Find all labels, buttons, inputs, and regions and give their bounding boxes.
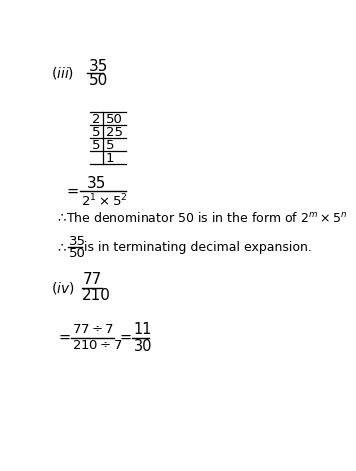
Text: 5: 5 xyxy=(92,126,100,139)
Text: $\therefore$: $\therefore$ xyxy=(55,212,68,225)
Text: 77: 77 xyxy=(83,272,103,287)
Text: 35: 35 xyxy=(87,176,106,191)
Text: 2: 2 xyxy=(92,113,100,126)
Text: 25: 25 xyxy=(106,126,123,139)
Text: =: = xyxy=(120,330,132,345)
Text: 210: 210 xyxy=(82,289,111,303)
Text: 5: 5 xyxy=(106,139,114,152)
Text: 50: 50 xyxy=(106,113,122,126)
Text: 50: 50 xyxy=(89,73,108,88)
Text: $77 \div 7$: $77 \div 7$ xyxy=(72,324,115,336)
Text: 5: 5 xyxy=(92,139,100,152)
Text: =: = xyxy=(66,184,78,199)
Text: is in terminating decimal expansion.: is in terminating decimal expansion. xyxy=(84,241,312,254)
Text: $\mathit{(iv)}$: $\mathit{(iv)}$ xyxy=(51,279,74,295)
Text: 50: 50 xyxy=(68,247,85,260)
Text: $2^1 \times 5^2$: $2^1 \times 5^2$ xyxy=(81,192,127,209)
Text: 35: 35 xyxy=(68,235,85,248)
Text: $\mathit{(iii)}$: $\mathit{(iii)}$ xyxy=(51,65,74,81)
Text: 11: 11 xyxy=(134,322,152,337)
Text: The denominator 50 is in the form of $2^m \times 5^n$: The denominator 50 is in the form of $2^… xyxy=(66,211,348,225)
Text: 1: 1 xyxy=(106,152,114,165)
Text: $\therefore$: $\therefore$ xyxy=(55,241,68,254)
Text: 30: 30 xyxy=(134,339,152,354)
Text: =: = xyxy=(58,330,70,345)
Text: 35: 35 xyxy=(89,59,108,74)
Text: $210 \div 7$: $210 \div 7$ xyxy=(72,339,123,352)
